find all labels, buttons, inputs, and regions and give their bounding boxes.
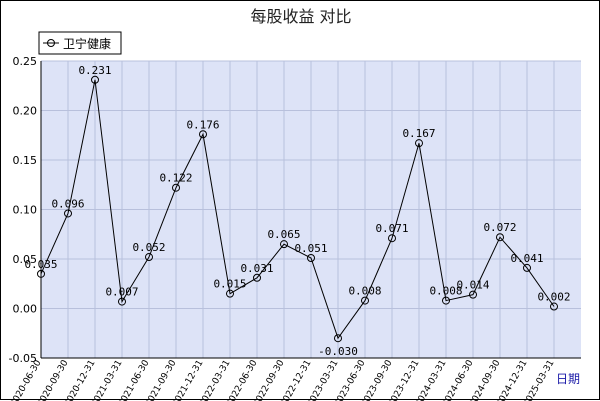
legend: 卫宁健康: [39, 32, 121, 54]
chart-title: 每股收益 对比: [250, 7, 351, 26]
y-axis-ticks: -0.050.000.050.100.150.200.25: [9, 55, 37, 365]
data-label: 0.052: [132, 241, 165, 254]
data-label: 0.035: [24, 258, 57, 271]
data-label: 0.176: [186, 118, 219, 131]
x-axis-label: 日期: [556, 372, 580, 386]
grid-lines: [41, 61, 581, 358]
data-label: 0.231: [78, 64, 111, 77]
data-label: 0.008: [348, 285, 381, 298]
y-tick-label: 0.00: [13, 303, 38, 316]
data-label: 0.041: [510, 252, 543, 265]
y-tick-label: 0.25: [13, 55, 38, 68]
data-label: 0.071: [375, 222, 408, 235]
data-label: 0.015: [213, 278, 246, 291]
data-label: 0.065: [267, 228, 300, 241]
legend-label: 卫宁健康: [63, 36, 111, 51]
data-label: 0.007: [105, 286, 138, 299]
x-axis-ticks: 2020-06-302020-09-302020-12-312021-03-31…: [9, 358, 557, 401]
y-tick-label: 0.15: [13, 154, 38, 167]
data-label: 0.122: [159, 172, 192, 185]
data-label: 0.051: [294, 242, 327, 255]
data-label: 0.167: [402, 127, 435, 140]
data-label: -0.030: [318, 345, 358, 358]
data-label: 0.002: [537, 291, 570, 304]
y-tick-label: 0.10: [13, 204, 38, 217]
data-label: 0.014: [456, 279, 489, 292]
data-label: 0.031: [240, 262, 273, 275]
y-tick-label: 0.20: [13, 105, 38, 118]
data-label: 0.096: [51, 197, 84, 210]
data-label: 0.072: [483, 221, 516, 234]
